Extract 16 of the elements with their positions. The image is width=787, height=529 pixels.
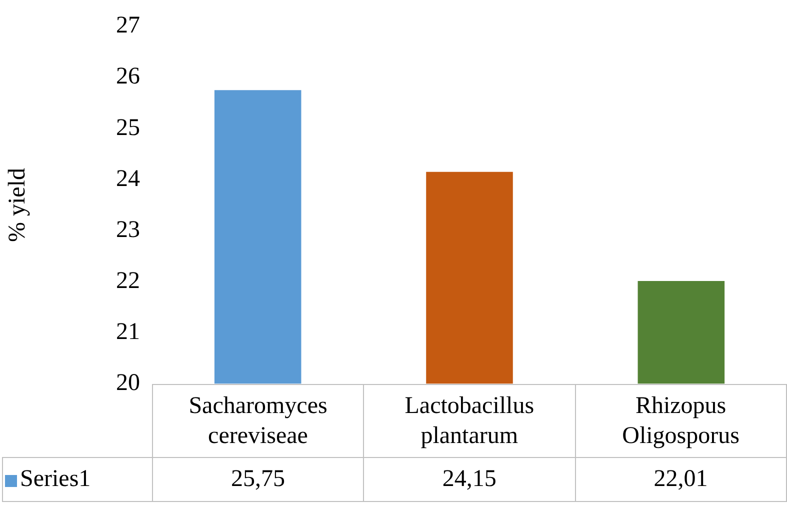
y-tick-label: 24 <box>116 166 140 192</box>
y-axis-title: % yield <box>4 168 31 242</box>
x-tick-label: Rhizopus Oligosporus <box>575 384 786 458</box>
y-tick-label: 21 <box>116 318 140 345</box>
data-label: 24,15 <box>364 457 576 502</box>
data-label: 22,01 <box>575 457 786 502</box>
y-tick-label: 23 <box>116 216 140 243</box>
data-label: 25,75 <box>152 457 364 502</box>
y-tick-label: 27 <box>116 12 140 39</box>
x-tick-label: Lactobacillus plantarum <box>364 384 576 458</box>
legend-label: Series1 <box>2 457 152 502</box>
y-tick-label: 25 <box>116 114 140 141</box>
y-tick-label: 22 <box>116 268 140 294</box>
x-tick-label: Sacharomyces cereviseae <box>152 384 364 458</box>
y-tick-label: 20 <box>116 370 140 396</box>
y-tick-label: 26 <box>116 64 140 90</box>
